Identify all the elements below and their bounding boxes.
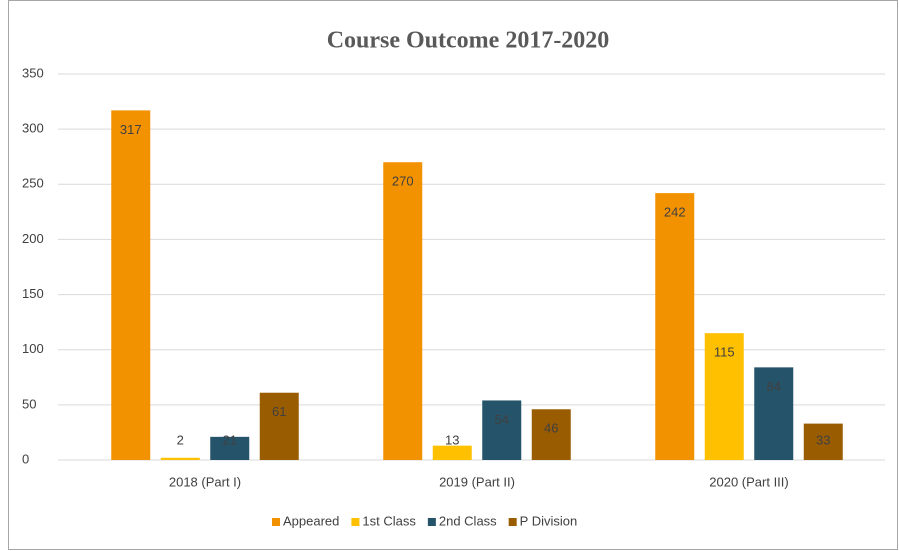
y-tick-label: 200 <box>22 231 44 246</box>
data-label: 33 <box>816 432 830 447</box>
bar <box>160 457 200 460</box>
legend-label: 1st Class <box>362 513 416 528</box>
bar <box>432 445 472 460</box>
y-tick-label: 150 <box>22 286 44 301</box>
legend-label: 2nd Class <box>439 513 497 528</box>
bar <box>655 193 695 460</box>
legend-label: P Division <box>520 513 578 528</box>
y-tick-label: 50 <box>22 396 36 411</box>
data-label: 13 <box>445 432 459 447</box>
bar <box>383 162 423 460</box>
legend-swatch <box>272 518 280 526</box>
y-tick-label: 350 <box>22 65 44 80</box>
data-label: 115 <box>714 345 735 360</box>
bar <box>259 392 299 460</box>
legend-swatch <box>427 518 436 526</box>
data-label: 2 <box>177 432 184 447</box>
legend-swatch <box>351 518 360 526</box>
bar <box>531 409 571 460</box>
data-label: 317 <box>120 122 142 137</box>
data-label: 21 <box>223 432 237 447</box>
data-label: 84 <box>767 379 781 394</box>
legend-label: Appeared <box>283 513 339 528</box>
x-tick-label: 2020 (Part III) <box>709 474 788 489</box>
data-label: 61 <box>272 404 286 419</box>
y-tick-label: 100 <box>22 341 44 356</box>
x-tick-label: 2019 (Part II) <box>439 474 515 489</box>
data-label: 270 <box>392 174 414 189</box>
chart-title: Course Outcome 2017-2020 <box>327 28 610 54</box>
data-label: 242 <box>664 205 686 220</box>
legend-swatch <box>508 518 517 526</box>
bar <box>111 110 151 460</box>
bar <box>210 436 250 460</box>
data-label: 54 <box>495 412 509 427</box>
y-tick-label: 300 <box>22 121 44 136</box>
x-tick-label: 2018 (Part I) <box>169 474 241 489</box>
bar <box>704 333 744 460</box>
y-tick-label: 0 <box>22 451 29 466</box>
y-tick-label: 250 <box>22 176 44 191</box>
bar <box>482 400 522 460</box>
bar <box>754 367 794 460</box>
data-label: 46 <box>544 421 558 436</box>
bar <box>803 423 843 460</box>
